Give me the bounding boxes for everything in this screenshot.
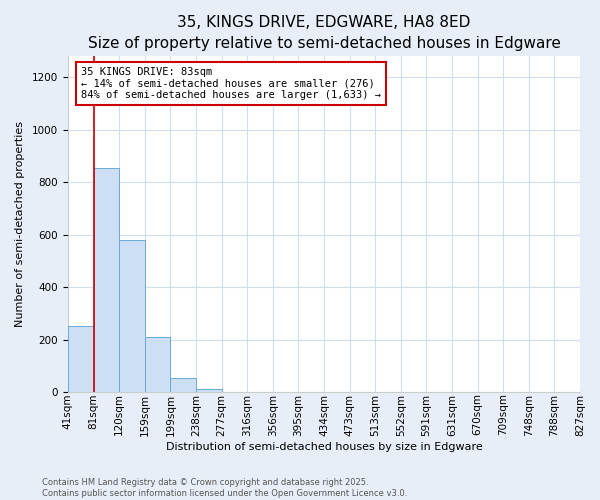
Bar xyxy=(196,390,221,392)
Text: Contains HM Land Registry data © Crown copyright and database right 2025.
Contai: Contains HM Land Registry data © Crown c… xyxy=(42,478,407,498)
Bar xyxy=(119,240,145,392)
Bar xyxy=(170,378,196,392)
Bar xyxy=(68,326,94,392)
Bar xyxy=(145,337,170,392)
X-axis label: Distribution of semi-detached houses by size in Edgware: Distribution of semi-detached houses by … xyxy=(166,442,482,452)
Y-axis label: Number of semi-detached properties: Number of semi-detached properties xyxy=(15,121,25,327)
Bar xyxy=(94,168,119,392)
Title: 35, KINGS DRIVE, EDGWARE, HA8 8ED
Size of property relative to semi-detached hou: 35, KINGS DRIVE, EDGWARE, HA8 8ED Size o… xyxy=(88,15,560,51)
Text: 35 KINGS DRIVE: 83sqm
← 14% of semi-detached houses are smaller (276)
84% of sem: 35 KINGS DRIVE: 83sqm ← 14% of semi-deta… xyxy=(81,67,381,100)
